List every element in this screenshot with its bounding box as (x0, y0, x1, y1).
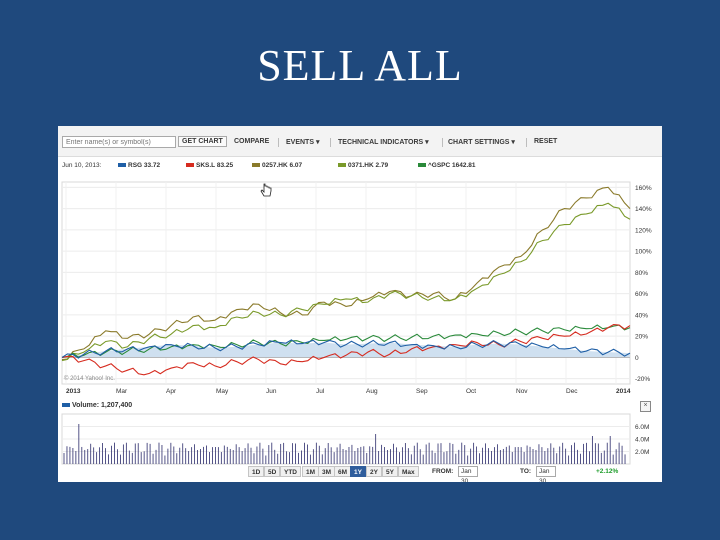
legend-label: 0257.HK 6.07 (262, 162, 303, 169)
x-tick-label: Sep (416, 388, 428, 395)
symbol-search-input[interactable] (62, 136, 176, 148)
x-tick-label: 2013 (66, 388, 81, 395)
legend-swatch (186, 163, 194, 168)
y-tick-label: 0 (635, 355, 639, 362)
toolbar-divider (330, 138, 331, 147)
x-tick-label: Apr (166, 388, 177, 395)
close-volume-icon[interactable]: × (640, 401, 651, 412)
events-dropdown[interactable]: EVENTS ▾ (286, 139, 320, 146)
y-tick-label: 100% (635, 249, 652, 256)
volume-tick-label: 2.0M (635, 449, 649, 456)
legend-date: Jun 10, 2013: (62, 162, 102, 169)
hand-cursor-icon (260, 183, 272, 197)
x-tick-label: Nov (516, 388, 528, 395)
price-chart[interactable]: 160% 140% 120% 100% 80% 60% 40% 20% 0 -20% 2013 Mar… (58, 126, 662, 482)
y-tick-label: 20% (635, 334, 648, 341)
volume-tick-label: 4.0M (635, 437, 649, 444)
range-6m-button[interactable]: 6M (334, 466, 352, 477)
volume-swatch (62, 403, 70, 408)
y-tick-label: 160% (635, 185, 652, 192)
volume-label: Volume: 1,207,400 (72, 402, 133, 409)
range-5y-button[interactable]: 5Y (382, 466, 398, 477)
get-chart-button[interactable]: GET CHART (178, 136, 227, 147)
y-tick-label: 80% (635, 270, 648, 277)
x-tick-label: May (216, 388, 229, 395)
to-date-input[interactable]: Jan 30 2014 (536, 466, 557, 482)
legend-swatch (252, 163, 260, 168)
x-tick-label: Mar (116, 388, 128, 395)
y-tick-label: -20% (635, 376, 650, 383)
compare-button[interactable]: COMPARE (234, 138, 270, 145)
to-label: TO: (520, 468, 532, 475)
legend-swatch (338, 163, 346, 168)
chart-settings-dropdown[interactable]: CHART SETTINGS ▾ (448, 139, 515, 146)
range-1d-button[interactable]: 1D (248, 466, 265, 477)
legend-item[interactable]: 0257.HK 6.07 (252, 162, 302, 169)
reset-button[interactable]: RESET (534, 138, 558, 145)
range-3m-button[interactable]: 3M (318, 466, 336, 477)
series-line-0371hk (61, 202, 631, 362)
legend-item[interactable]: RSG 33.72 (118, 162, 160, 169)
x-tick-label: Jul (316, 388, 325, 395)
toolbar-divider (278, 138, 279, 147)
x-tick-label: Oct (466, 388, 476, 395)
y-tick-label: 120% (635, 227, 652, 234)
series-line-rsg (61, 339, 631, 359)
legend-item[interactable]: 0371.HK 2.79 (338, 162, 388, 169)
chart-toolbar: GET CHART COMPARE EVENTS ▾ TECHNICAL IND… (58, 126, 662, 157)
area-fill-rsg (62, 342, 630, 358)
legend-label: 0371.HK 2.79 (348, 162, 389, 169)
legend-item[interactable]: ^GSPC 1642.81 (418, 162, 476, 169)
legend-label: SKS.L 83.25 (196, 162, 234, 169)
slide-title: SELL ALL (257, 41, 463, 90)
y-tick-label: 140% (635, 206, 652, 213)
toolbar-divider (442, 138, 443, 147)
legend-item[interactable]: SKS.L 83.25 (186, 162, 233, 169)
from-label: FROM: (432, 468, 454, 475)
x-tick-label: Aug (366, 388, 378, 395)
technical-indicators-dropdown[interactable]: TECHNICAL INDICATORS ▾ (338, 139, 429, 146)
series-line-0257hk (61, 186, 631, 361)
range-max-button[interactable]: Max (398, 466, 419, 477)
percent-change: +2.12% (596, 468, 619, 475)
volume-tick-label: 6.0M (635, 424, 649, 431)
legend-swatch (118, 163, 126, 168)
x-tick-label: Jun (266, 388, 277, 395)
y-tick-label: 60% (635, 291, 648, 298)
range-2y-button[interactable]: 2Y (366, 466, 382, 477)
range-5d-button[interactable]: 5D (264, 466, 281, 477)
legend-label: RSG 33.72 (128, 162, 161, 169)
y-tick-label: 40% (635, 312, 648, 319)
toolbar-divider (526, 138, 527, 147)
copyright-text: © 2014 Yahoo! Inc. (64, 375, 115, 382)
legend-swatch (418, 163, 426, 168)
range-ytd-button[interactable]: YTD (280, 466, 301, 477)
range-1m-button[interactable]: 1M (302, 466, 320, 477)
stock-chart-screenshot: GET CHART COMPARE EVENTS ▾ TECHNICAL IND… (58, 126, 662, 482)
series-line-sksl (61, 323, 631, 376)
from-date-input[interactable]: Jan 30 2013 (458, 466, 479, 482)
x-tick-label: 2014 (616, 388, 631, 395)
legend-label: ^GSPC 1642.81 (428, 162, 476, 169)
x-tick-label: Dec (566, 388, 578, 395)
range-1y-button[interactable]: 1Y (350, 466, 366, 477)
volume-legend: Volume: 1,207,400 (62, 402, 132, 409)
